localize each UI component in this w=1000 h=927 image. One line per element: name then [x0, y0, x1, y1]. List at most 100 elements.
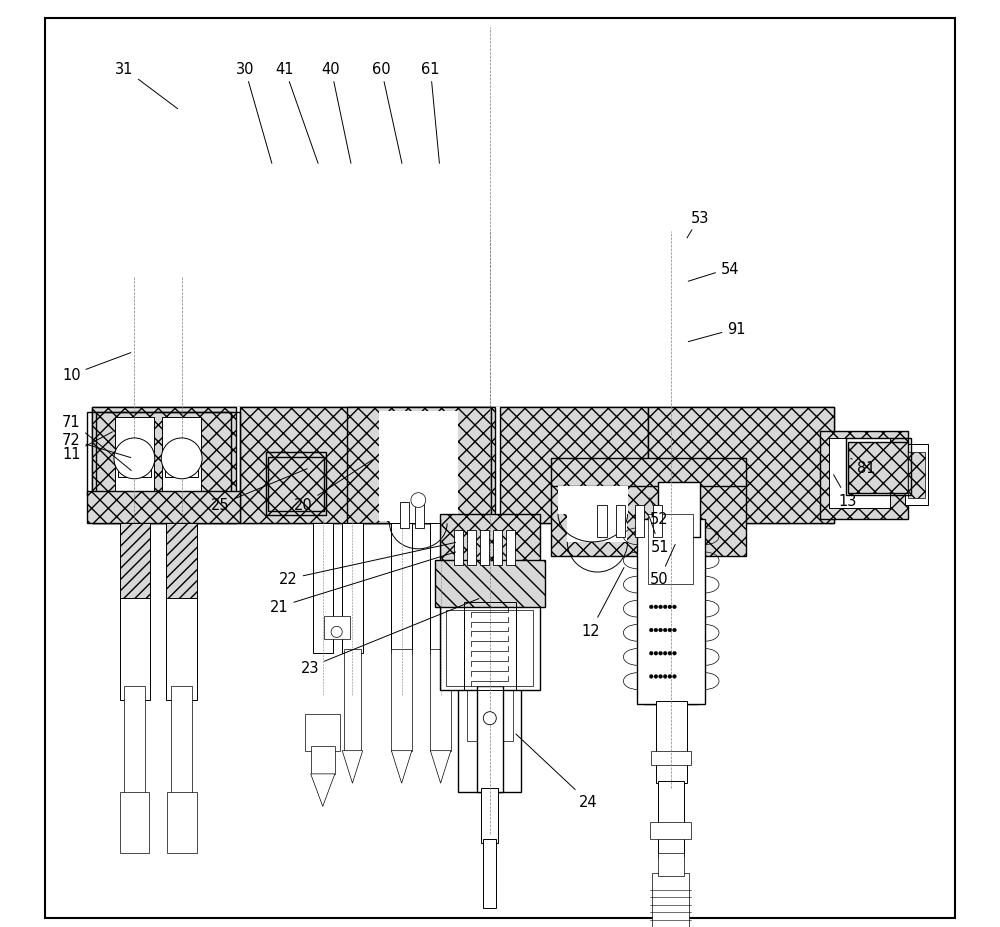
Text: 10: 10	[62, 353, 131, 383]
Bar	[120, 524, 150, 700]
Text: 71: 71	[62, 414, 131, 471]
Bar	[650, 822, 691, 839]
Bar	[352, 408, 495, 524]
Bar	[908, 452, 925, 499]
Bar	[240, 408, 352, 524]
Circle shape	[649, 605, 653, 609]
Bar	[551, 459, 746, 487]
Circle shape	[659, 652, 662, 655]
Circle shape	[668, 629, 672, 632]
Bar	[652, 873, 689, 927]
Bar	[493, 530, 502, 565]
Circle shape	[663, 652, 667, 655]
Bar	[656, 702, 687, 783]
Circle shape	[673, 652, 676, 655]
Bar	[120, 524, 150, 598]
Bar	[324, 616, 350, 640]
Bar	[87, 413, 240, 496]
Bar	[637, 519, 705, 705]
Text: 60: 60	[372, 62, 402, 164]
Text: 11: 11	[62, 432, 112, 462]
Bar	[846, 438, 911, 496]
Bar	[658, 853, 684, 876]
Bar	[435, 561, 545, 607]
Circle shape	[659, 675, 662, 679]
Bar	[644, 519, 698, 705]
Bar	[905, 445, 928, 505]
Bar	[467, 556, 513, 742]
Bar	[477, 686, 503, 793]
Bar	[400, 502, 409, 528]
Bar	[313, 524, 333, 654]
Bar	[635, 505, 644, 538]
Text: 61: 61	[421, 62, 440, 164]
Bar	[458, 519, 521, 793]
Bar	[415, 502, 424, 528]
Bar	[616, 505, 625, 538]
Circle shape	[673, 605, 676, 609]
Circle shape	[673, 675, 676, 679]
Text: 31: 31	[115, 62, 178, 109]
Text: 30: 30	[236, 62, 272, 164]
Circle shape	[114, 438, 155, 479]
Text: 52: 52	[650, 499, 669, 527]
Bar	[347, 408, 491, 524]
Bar	[820, 431, 908, 519]
Bar	[848, 442, 908, 493]
Bar	[92, 408, 834, 524]
Circle shape	[668, 605, 672, 609]
Bar	[506, 530, 515, 565]
Bar	[203, 408, 667, 524]
Circle shape	[483, 712, 496, 725]
Bar	[266, 452, 326, 515]
Circle shape	[673, 629, 676, 632]
Bar	[165, 457, 198, 477]
Bar	[115, 417, 154, 514]
Bar	[658, 482, 700, 538]
Bar	[379, 412, 458, 521]
Bar	[558, 487, 628, 514]
Bar	[430, 649, 451, 751]
Bar	[96, 413, 231, 519]
Circle shape	[654, 629, 658, 632]
Bar	[467, 530, 476, 565]
Circle shape	[668, 675, 672, 679]
Bar	[390, 498, 447, 524]
Polygon shape	[430, 751, 451, 783]
Bar	[166, 524, 197, 700]
Text: 13: 13	[834, 476, 857, 508]
Bar	[92, 408, 236, 524]
Text: 91: 91	[688, 322, 746, 342]
Bar	[166, 524, 197, 598]
Circle shape	[659, 629, 662, 632]
Bar	[551, 482, 746, 556]
Text: 21: 21	[270, 552, 456, 615]
Circle shape	[331, 627, 342, 638]
Bar	[167, 793, 197, 853]
Bar	[829, 438, 890, 508]
Circle shape	[663, 675, 667, 679]
Bar	[658, 781, 684, 857]
Text: 20: 20	[294, 461, 372, 513]
Bar	[305, 714, 340, 751]
Bar	[171, 686, 192, 797]
Bar	[342, 524, 363, 654]
Text: 23: 23	[301, 599, 479, 675]
Text: 81: 81	[851, 459, 876, 476]
Bar	[120, 793, 149, 853]
Text: 72: 72	[62, 433, 131, 458]
Circle shape	[649, 629, 653, 632]
Text: 22: 22	[279, 543, 456, 587]
Circle shape	[654, 605, 658, 609]
Text: 41: 41	[275, 62, 318, 164]
Circle shape	[663, 605, 667, 609]
Bar	[440, 514, 540, 565]
Circle shape	[649, 675, 653, 679]
Circle shape	[161, 438, 202, 479]
Bar	[464, 603, 516, 691]
Circle shape	[668, 652, 672, 655]
Bar	[648, 408, 834, 524]
Text: 24: 24	[516, 734, 597, 809]
Bar	[440, 605, 540, 691]
Circle shape	[654, 675, 658, 679]
